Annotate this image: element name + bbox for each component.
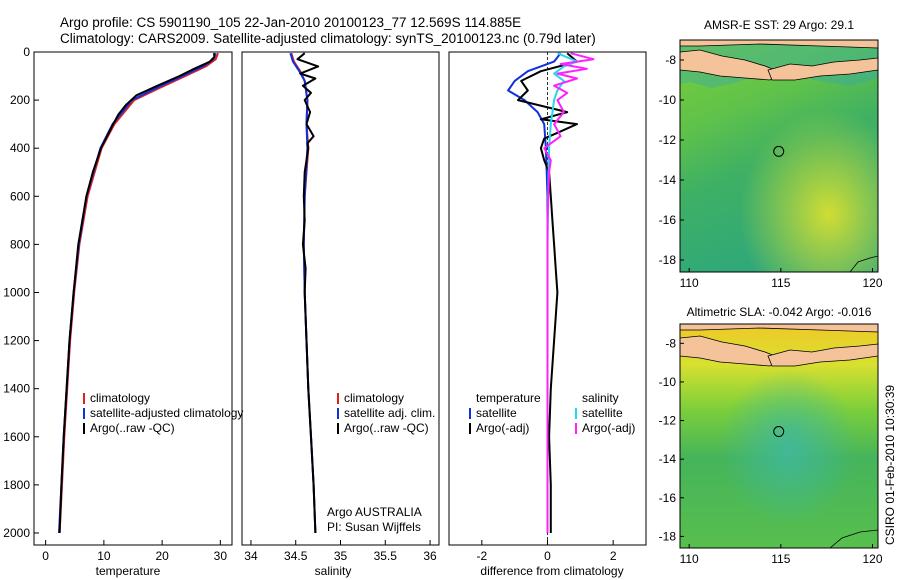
- p3-xtick-label: 2: [610, 549, 617, 563]
- depth-tick-label: 1200: [3, 334, 30, 348]
- p2-legend-entry: satellite adj. clim.: [344, 406, 435, 420]
- m2-ticks-lon-tick-label: 115: [771, 552, 790, 566]
- m1-ticks-lon-tick-label: 115: [771, 276, 790, 290]
- depth-tick-label: 1800: [3, 478, 30, 492]
- depth-tick-label: 1400: [3, 382, 30, 396]
- sst-map-frame: [679, 39, 879, 273]
- header-line-2: Climatology: CARS2009. Satellite-adjuste…: [60, 31, 596, 46]
- m2-ticks-lat-tick-label: -14: [659, 452, 677, 466]
- salinity-panel-frame: [241, 51, 440, 546]
- m1-ticks-lon-tick-label: 120: [862, 276, 882, 290]
- m2-ticks-lat-tick-label: -16: [659, 491, 677, 505]
- sst-map-title: AMSR-E SST: 29 Argo: 29.1: [704, 18, 854, 32]
- depth-tick-label: 2000: [3, 526, 30, 540]
- sla-argo-location-marker: [773, 426, 785, 438]
- m1-ticks-lon-tick-label: 110: [680, 276, 699, 290]
- sst-argo-location-marker: [773, 145, 785, 157]
- p2-series-argo-raw-qc-: [296, 52, 320, 534]
- p3-xtick-label: 0: [544, 549, 551, 563]
- p3-legend-entry: satellite: [582, 406, 623, 420]
- p1-xtick-label: 30: [214, 549, 228, 563]
- m2-ticks-lon-tick-label: 120: [862, 552, 882, 566]
- p1-legend-entry: satellite-adjusted climatology: [90, 406, 243, 420]
- m2-ticks-lat-tick-label: -12: [659, 414, 677, 428]
- difference-panel: -2 0 2 difference from climatology tempera…: [448, 51, 647, 578]
- p2-xtick-label: 36: [423, 549, 437, 563]
- m2-ticks-lat-tick-label: -8: [665, 336, 676, 350]
- depth-tick-label: 400: [10, 141, 30, 155]
- sst-nusa-tenggara-land: [767, 57, 878, 81]
- p2-xtick-label: 34.5: [284, 549, 308, 563]
- temperature-panel: 0 200 400 600 800 1000 1200 1400 1600 1800 2000 0 1…: [3, 45, 243, 578]
- p3-legend-entry: salinity: [582, 391, 619, 405]
- p1-series-satellite-adjusted-climatology: [58, 52, 217, 534]
- p1-series-argo-raw-qc-: [58, 53, 216, 534]
- argo-annotation-line-1: Argo AUSTRALIA: [327, 505, 422, 519]
- csiro-timestamp-label: CSIRO 01-Feb-2010 10:30:39: [883, 385, 897, 545]
- p2-xtick-label: 35.5: [374, 549, 398, 563]
- depth-tick-label: 600: [10, 189, 30, 203]
- p3-legend-entry: Argo(-adj): [476, 421, 529, 435]
- p2-xtick-label: 35: [334, 549, 348, 563]
- p1-legend-entry: Argo(..raw -QC): [90, 421, 175, 435]
- p1-series-climatology: [58, 52, 219, 534]
- m2-ticks-lon-tick-label: 110: [680, 552, 699, 566]
- p2-legend-entry: climatology: [344, 391, 404, 405]
- p1-xtick-label: 10: [97, 549, 111, 563]
- sla-map: Altimetric SLA: -0.042 Argo: -0.016 110 1…: [659, 305, 883, 566]
- p1-xtick-label: 0: [42, 549, 49, 563]
- difference-xlabel: difference from climatology: [480, 564, 623, 578]
- m2-ticks-lat-tick-label: -10: [659, 375, 677, 389]
- sla-australia-coast: [829, 529, 878, 548]
- argo-annotation-line-2: PI: Susan Wijffels: [327, 520, 421, 534]
- p3-series-temperature-argo-adj-: [517, 52, 578, 533]
- depth-tick-label: 200: [10, 93, 30, 107]
- p3-xtick-label: -2: [476, 549, 487, 563]
- m1-ticks-lat-tick-label: -12: [659, 133, 677, 147]
- m1-ticks-lat-tick-label: -10: [659, 93, 677, 107]
- temperature-xlabel: temperature: [96, 564, 161, 578]
- header-line-1: Argo profile: CS 5901190_105 22-Jan-2010…: [60, 15, 521, 30]
- sla-nusa-tenggara-land: [767, 343, 878, 367]
- m2-ticks-lat-tick-label: -18: [659, 529, 677, 543]
- p2-legend-entry: Argo(..raw -QC): [344, 421, 429, 435]
- sst-map: AMSR-E SST: 29 Argo: 29.1 110 115 120 -8 -10…: [659, 18, 883, 290]
- p3-legend-entry: satellite: [476, 406, 517, 420]
- sst-borneo-land: [680, 40, 878, 49]
- sla-map-frame: [679, 323, 879, 549]
- depth-tick-label: 1000: [3, 285, 30, 299]
- m1-ticks-lat-tick-label: -18: [659, 253, 677, 267]
- sst-australia-coast: [849, 255, 878, 272]
- p1-xtick-label: 20: [155, 549, 169, 563]
- sla-borneo-land: [680, 324, 878, 333]
- p3-legend-entry: Argo(-adj): [582, 421, 635, 435]
- salinity-panel: 34 34.5 35 35.5 36 salinity climatologysatel…: [241, 51, 440, 578]
- sla-map-title: Altimetric SLA: -0.042 Argo: -0.016: [687, 305, 872, 319]
- m1-ticks-lat-tick-label: -14: [659, 173, 677, 187]
- m1-ticks-lat-tick-label: -8: [665, 53, 676, 67]
- depth-tick-label: 1600: [3, 430, 30, 444]
- depth-tick-label: 0: [23, 45, 30, 59]
- depth-tick-label: 800: [10, 237, 30, 251]
- salinity-xlabel: salinity: [315, 564, 352, 578]
- p3-series-temperature-satellite: [507, 52, 562, 533]
- m1-ticks-lat-tick-label: -16: [659, 213, 677, 227]
- p3-legend-entry: temperature: [476, 391, 541, 405]
- p3-series-salinity-argo-adj-: [543, 52, 595, 533]
- p2-xtick-label: 34: [244, 549, 258, 563]
- p1-legend-entry: climatology: [90, 391, 150, 405]
- temperature-panel-frame: [33, 51, 233, 546]
